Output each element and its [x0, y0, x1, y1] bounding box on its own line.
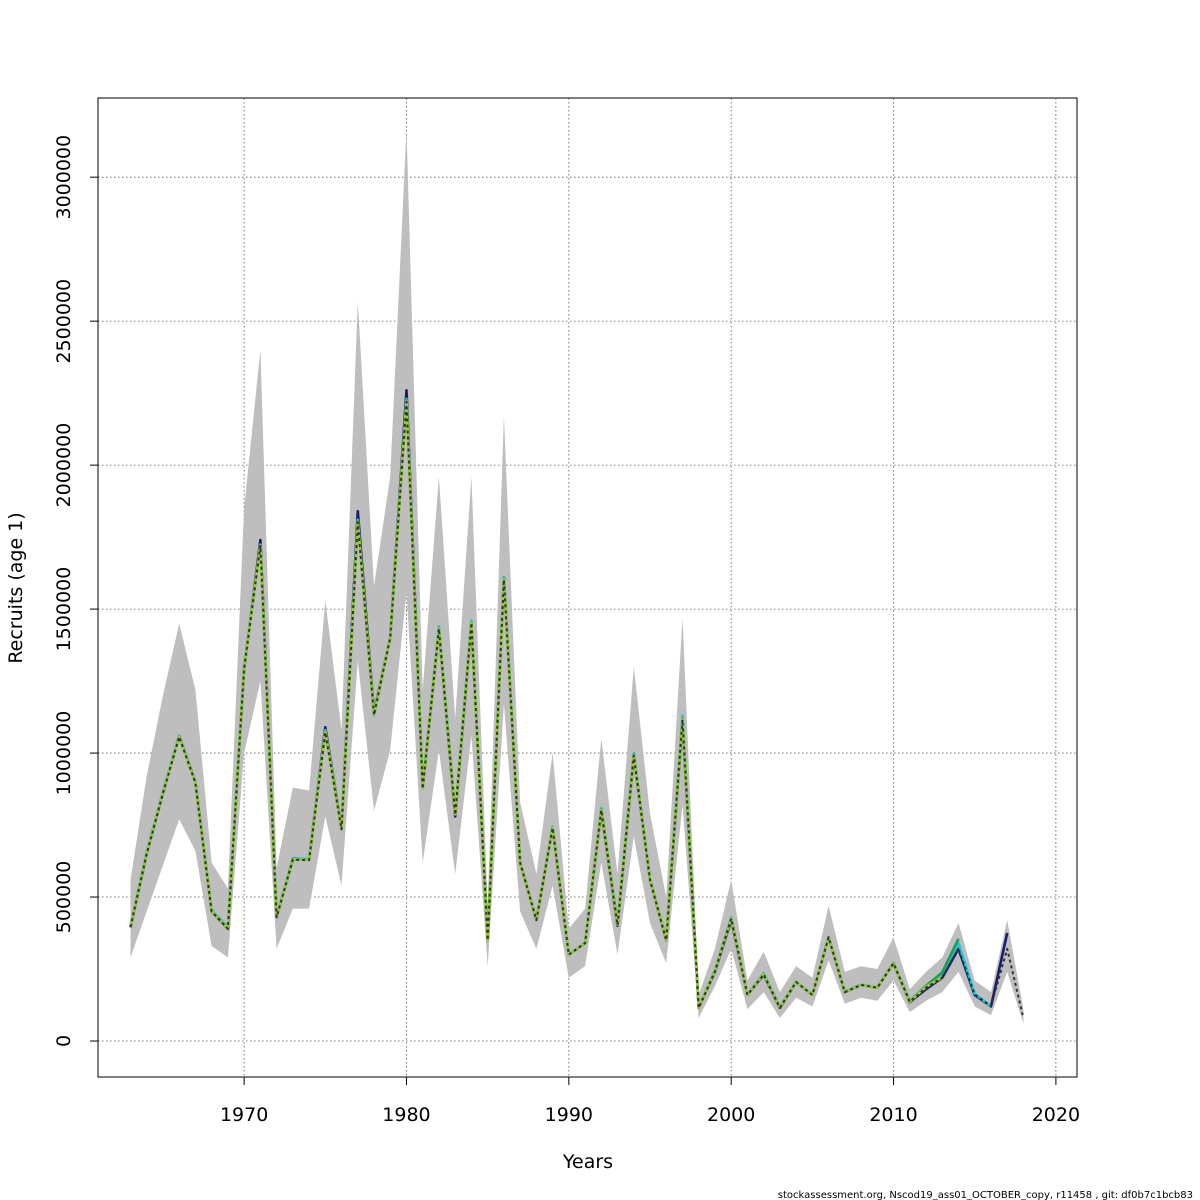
y-tick-label: 2500000 — [53, 279, 75, 364]
x-tick-label: 2010 — [869, 1104, 917, 1126]
y-axis: 0 500000 1000000 1500000 2000000 2500000 30000… — [53, 135, 98, 1047]
plot-frame — [97, 97, 1078, 1078]
x-tick-label: 2020 — [1032, 1104, 1080, 1126]
y-tick-label: 500000 — [53, 861, 75, 934]
x-tick-label: 2000 — [707, 1104, 755, 1126]
x-tick-label: 1980 — [382, 1104, 430, 1126]
x-tick-label: 1990 — [545, 1104, 593, 1126]
y-tick-label: 2000000 — [53, 423, 75, 508]
confidence-band — [130, 128, 1024, 1024]
series-line-4 — [129, 400, 1025, 1019]
x-tick-label: 1970 — [220, 1104, 268, 1126]
y-tick-label: 1500000 — [53, 567, 75, 652]
y-tick-label: 3000000 — [53, 135, 75, 220]
confidence-band-area — [130, 128, 1024, 1024]
footer-text: stockassessment.org, Nscod19_ass01_OCTOB… — [778, 1190, 1193, 1200]
y-axis-title: Recruits (age 1) — [5, 512, 27, 663]
x-axis-title: Years — [562, 1151, 613, 1173]
series-lines — [129, 388, 1025, 1019]
x-axis: 1970 1980 1990 2000 2010 2020 — [220, 1077, 1080, 1126]
y-tick-label: 0 — [53, 1035, 75, 1047]
y-tick-label: 1000000 — [53, 711, 75, 796]
